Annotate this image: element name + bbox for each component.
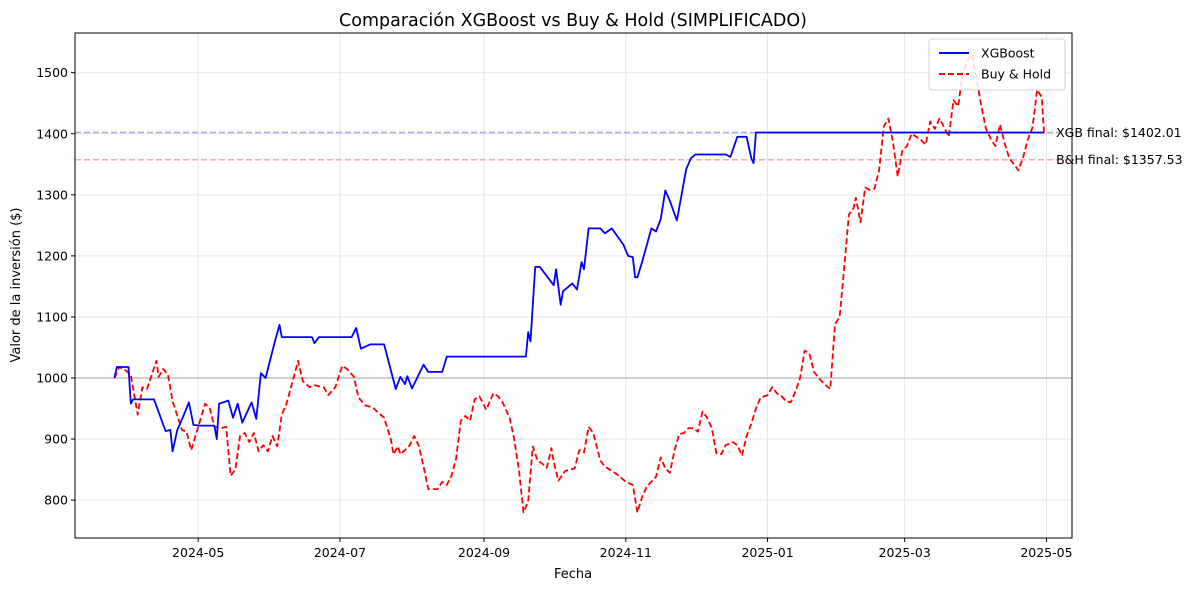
chart-title: Comparación XGBoost vs Buy & Hold (SIMPL…	[339, 11, 807, 31]
x-tick-label: 2024-05	[172, 545, 224, 560]
x-axis: 2024-05 2024-07 2024-09 2024-11 2025-01 2025-…	[172, 538, 1073, 560]
y-tick-label: 1000	[36, 371, 68, 386]
y-tick-label: 1500	[36, 65, 68, 80]
x-tick-label: 2024-09	[458, 545, 510, 560]
series-line-buy-hold	[113, 53, 1045, 514]
x-tick-label: 2025-03	[879, 545, 931, 560]
annotations: XGB final: $1402.01 B&H final: $1357.53	[1056, 125, 1182, 167]
y-tick-label: 1300	[36, 187, 68, 202]
final-value-annotation: B&H final: $1357.53	[1056, 152, 1182, 167]
y-tick-label: 1100	[36, 309, 68, 324]
y-tick-label: 900	[44, 432, 68, 447]
legend-label-xgboost: XGBoost	[981, 46, 1035, 61]
legend-label-buy-hold: Buy & Hold	[981, 67, 1051, 82]
legend-box	[928, 38, 1066, 91]
y-tick-label: 1200	[36, 248, 68, 263]
series-line-xgboost	[113, 131, 1045, 453]
plot-frame	[74, 32, 1073, 539]
x-axis-label: Fecha	[554, 567, 592, 582]
x-tick-label: 2025-05	[1020, 545, 1072, 560]
y-axis: 800 900 1000 1100 1200 1300 1400 1500	[36, 65, 75, 508]
y-tick-label: 1400	[36, 126, 68, 141]
legend: XGBoost Buy & Hold	[928, 38, 1066, 91]
x-tick-label: 2024-07	[314, 545, 366, 560]
series-lines	[113, 53, 1045, 514]
plot-area	[74, 32, 1073, 539]
x-tick-label: 2024-11	[600, 545, 652, 560]
final-value-annotation: XGB final: $1402.01	[1056, 125, 1182, 140]
x-tick-label: 2025-01	[741, 545, 793, 560]
y-axis-label: Valor de la inversión ($)	[9, 208, 24, 363]
y-tick-label: 800	[44, 493, 68, 508]
